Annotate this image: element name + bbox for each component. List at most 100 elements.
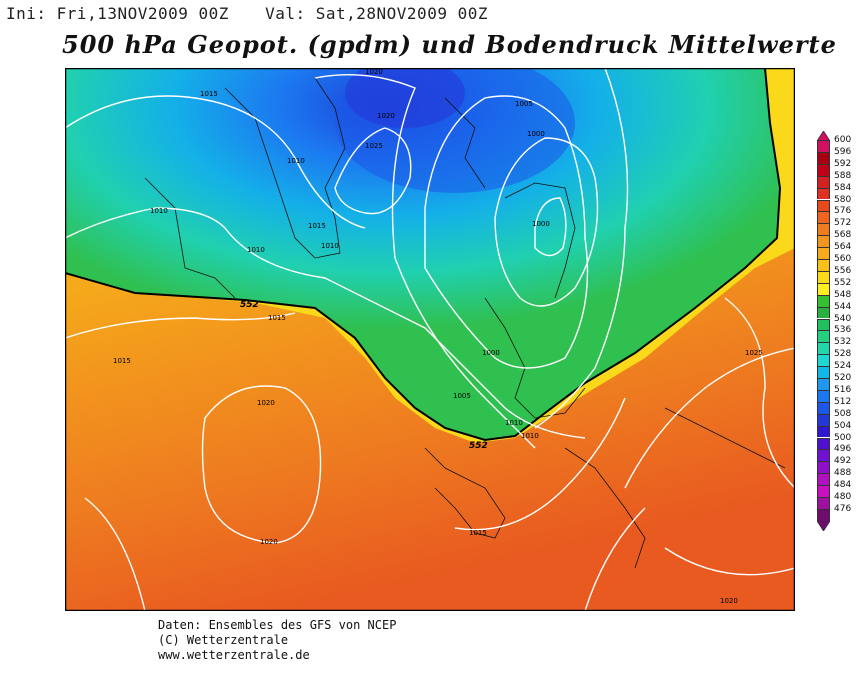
legend-swatch (817, 187, 830, 200)
legend-level-label: 552 (834, 277, 852, 288)
legend-swatch (817, 508, 830, 521)
legend-swatch (817, 270, 830, 283)
isobar-label: 1010 (521, 432, 539, 440)
legend-swatch (817, 163, 830, 176)
legend-level-label: 564 (834, 242, 852, 253)
legend-swatch (817, 223, 830, 236)
isobar-label: 1020 (257, 399, 275, 407)
legend-swatch (817, 140, 830, 152)
isobar-label: 1015 (469, 529, 487, 537)
contour-552-label: 552 (469, 441, 488, 451)
legend-swatch (817, 211, 830, 224)
legend-swatch (817, 413, 830, 426)
low-core-inner (345, 68, 465, 128)
legend-level-label: 524 (834, 361, 852, 372)
isobar-label: 1020 (720, 597, 738, 605)
legend-swatch (817, 461, 830, 474)
isobar-label: 1010 (247, 246, 265, 254)
legend-swatch (817, 342, 830, 355)
weather-map: 1020 1015 1025 1020 1005 1000 1000 1010 … (65, 68, 795, 611)
data-credits: Daten: Ensembles des GFS von NCEP (C) We… (158, 618, 396, 663)
legend-swatch (817, 330, 830, 343)
legend-swatch (817, 389, 830, 402)
run-info: Ini: Fri,13NOV2009 00Z Val: Sat,28NOV200… (6, 4, 514, 23)
legend-swatch (817, 247, 830, 259)
legend-swatch (817, 151, 830, 164)
isobar-label: 1000 (482, 349, 500, 357)
credit-line-copyright: (C) Wetterzentrale (158, 633, 289, 647)
legend-swatch (817, 437, 830, 450)
legend-swatch (817, 425, 830, 438)
legend-level-label: 600 (834, 135, 852, 145)
init-time: Ini: Fri,13NOV2009 00Z (6, 4, 229, 23)
legend-swatch (817, 366, 830, 378)
isobar-label: 1015 (268, 314, 286, 322)
contour-552-label: 552 (240, 300, 259, 310)
isobar-label: 1005 (453, 392, 471, 400)
legend-level-label: 488 (834, 468, 852, 479)
isobar-label: 1000 (532, 220, 550, 228)
legend-level-label: 592 (834, 158, 852, 169)
legend-level-label: 584 (834, 182, 852, 193)
legend-level-label: 520 (834, 373, 852, 383)
legend-swatch (817, 401, 830, 414)
isobar-label: 1000 (527, 130, 545, 138)
coastlines (144, 77, 786, 569)
legend-level-label: 544 (834, 301, 852, 312)
legend-level-label: 528 (834, 349, 852, 360)
map-title: 500 hPa Geopot. (gpdm) und Bodendruck Mi… (62, 30, 837, 59)
legend-level-label: 576 (834, 206, 852, 217)
legend-level-label: 588 (834, 170, 852, 181)
legend-level-label: 580 (834, 194, 852, 205)
isobar-label: 1025 (365, 142, 383, 150)
isobar-label: 1010 (321, 242, 339, 250)
legend-arrow-up-icon (817, 131, 830, 141)
legend-swatch (817, 497, 830, 509)
isobar-label: 1020 (260, 538, 278, 546)
legend-swatch (817, 473, 830, 486)
legend-swatch (817, 318, 830, 331)
legend-level-label: 496 (834, 444, 852, 455)
valid-time: Val: Sat,28NOV2009 00Z (265, 4, 488, 23)
isobars (65, 68, 795, 611)
legend-level-label: 596 (834, 146, 852, 157)
legend-level-label: 508 (834, 408, 852, 419)
legend-level-label: 500 (834, 432, 852, 443)
legend-level-label: 540 (834, 313, 852, 324)
legend-level-label: 516 (834, 384, 852, 395)
legend-swatch (817, 175, 830, 188)
isobar-label: 1015 (113, 357, 131, 365)
legend-level-label: 532 (834, 337, 852, 348)
isobar-label: 1020 (365, 68, 383, 76)
legend-swatch (817, 199, 830, 212)
legend-swatch (817, 294, 830, 307)
isobar-label: 1020 (377, 112, 395, 120)
isobar-label: 1005 (515, 100, 533, 108)
isobar-label: 1010 (287, 157, 305, 165)
legend-level-label: 568 (834, 230, 852, 241)
legend-arrow-down-icon (817, 520, 830, 531)
legend-swatch (817, 378, 830, 390)
legend-level-label: 480 (834, 492, 852, 502)
map-frame (65, 68, 795, 611)
legend-level-label: 504 (834, 420, 852, 431)
legend-level-label: 492 (834, 456, 852, 467)
legend-level-label: 476 (834, 503, 852, 514)
legend-level-label: 512 (834, 396, 852, 407)
credit-line-source: Daten: Ensembles des GFS von NCEP (158, 618, 397, 632)
legend-swatch (817, 235, 830, 248)
legend-swatch (817, 485, 830, 497)
contour-552 (65, 68, 782, 442)
cold-trough-field (65, 68, 780, 440)
legend-swatch (817, 259, 830, 271)
legend-swatch (817, 282, 830, 295)
isobar-label: 1015 (200, 90, 218, 98)
legend-level-label: 536 (834, 325, 852, 336)
legend-level-label: 484 (834, 480, 852, 491)
isobar-label: 1025 (745, 349, 763, 357)
legend-swatch (817, 449, 830, 462)
legend-level-label: 548 (834, 289, 852, 300)
isobar-label: 1010 (505, 419, 523, 427)
legend-level-label: 556 (834, 265, 852, 276)
legend-swatch (817, 354, 830, 367)
